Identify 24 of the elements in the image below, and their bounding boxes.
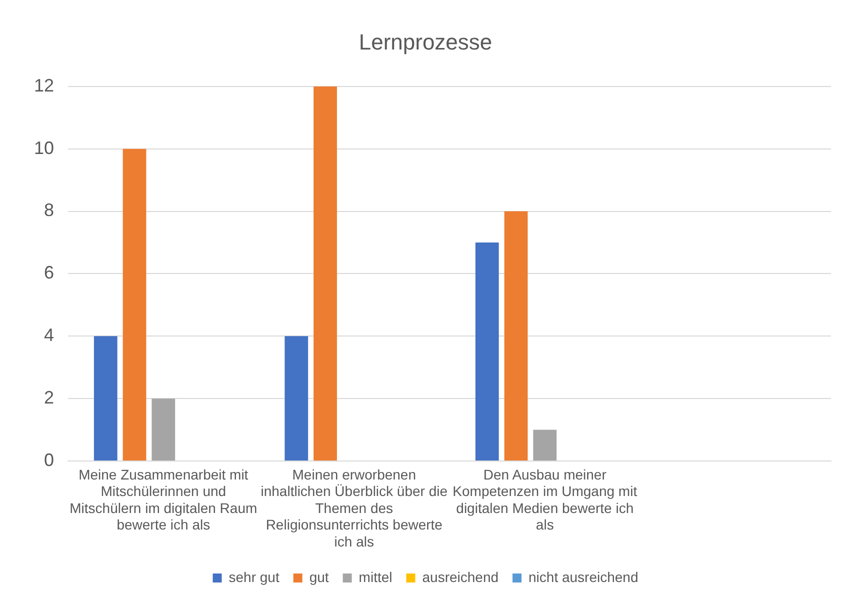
legend-label: ausreichend (422, 568, 499, 585)
legend-label: nicht ausreichend (528, 568, 638, 585)
bar (122, 148, 146, 460)
y-tick-label: 6 (44, 262, 54, 283)
y-tick-label: 0 (44, 450, 54, 470)
y-tick-label: 2 (44, 388, 54, 408)
legend-label: sehr gut (228, 568, 280, 585)
bar (94, 336, 118, 460)
bar (504, 211, 528, 460)
legend-label: mittel (358, 568, 392, 585)
bar (475, 242, 499, 460)
bar (314, 86, 337, 460)
x-tick-label: Meine Zusammenarbeit mit Mitschülerinnen und Mitschülern im digitalen Raum bewerte ich als (70, 466, 258, 533)
y-tick-label: 12 (34, 75, 54, 96)
bar (284, 336, 308, 460)
bar (533, 430, 557, 460)
bar (152, 398, 176, 460)
chart-title: Lernprozesse (358, 29, 492, 54)
y-tick-label: 10 (34, 138, 54, 158)
y-tick-label: 8 (44, 200, 54, 220)
legend-label: gut (309, 568, 329, 585)
x-tick-label: Den Ausbau meiner Kompetenzen im Umgang mit digitalen Medien bewerte ich als (452, 466, 638, 533)
y-tick-label: 4 (44, 325, 54, 346)
x-tick-label: Meinen erworbenen inhaltlichen Überblick über die Themen des Religionsunterrichts bewerte ich als (260, 466, 448, 550)
